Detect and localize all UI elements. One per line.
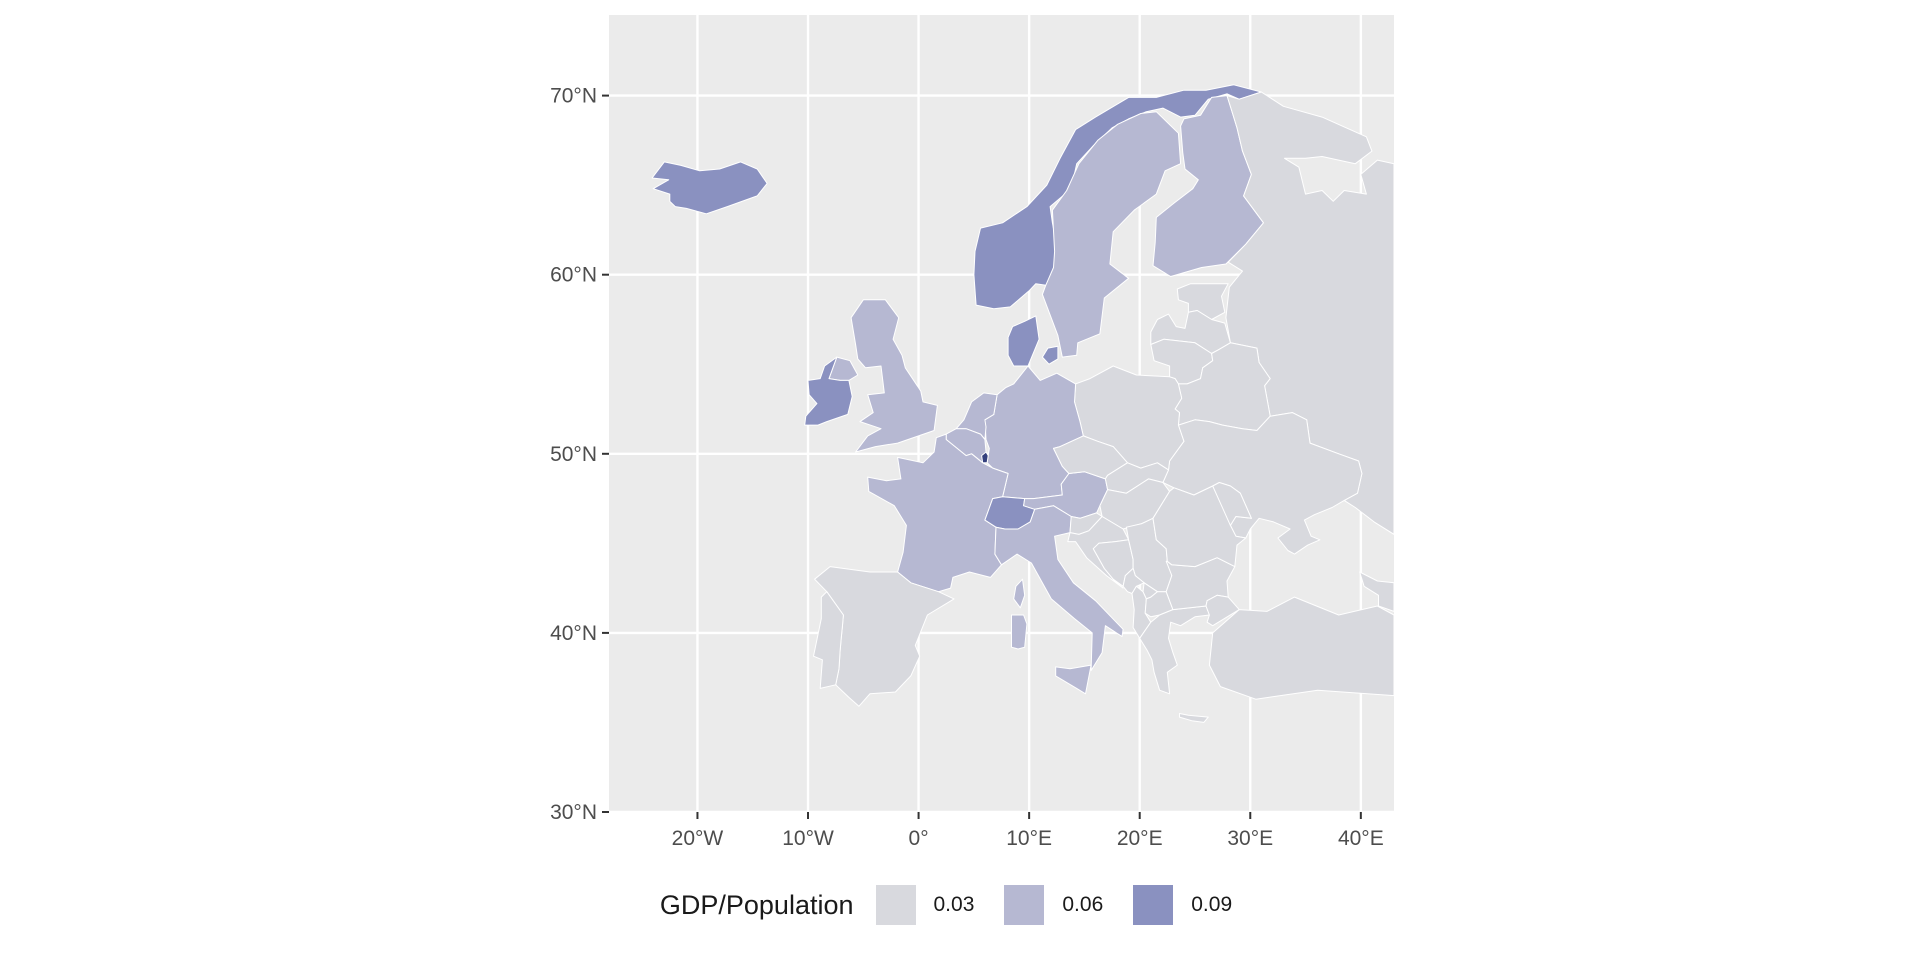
country-corsica: Corsica [1013,578,1026,609]
country-sweden: Sweden [1041,111,1182,358]
country-italy: Italy [994,505,1124,671]
legend-key-low [873,883,918,927]
country-turkey-anatolia: Turkey (Anatolia) [1208,596,1394,700]
legend-item-mid: 0.06 [1002,883,1103,927]
country-ireland: Ireland [804,356,853,426]
legend: GDP/Population 0.03 0.06 0.09 [0,870,1920,940]
country-sicily: Sicily [1055,664,1092,695]
country-layer: IcelandNorwaySwedenFinlandRussiaEstoniaL… [651,84,1394,723]
y-tick-label: 60°N [550,264,597,287]
country-georgia: Georgia [1359,571,1394,612]
legend-title: GDP/Population [659,889,854,920]
y-tick-label: 40°N [550,622,597,645]
y-tick-label: 70°N [550,85,597,108]
country-france: France [867,433,1009,593]
x-tick-label: 10°W [782,827,834,850]
legend-key-high [1131,883,1176,927]
country-crete: Crete [1179,713,1209,723]
legend-label-low: 0.03 [933,893,975,916]
country-denmark: Denmark [1007,315,1040,367]
x-tick-label: 0° [909,827,929,850]
y-tick-label: 50°N [550,443,597,466]
legend-item-low: 0.03 [873,883,975,927]
country-united-kingdom: United Kingdom [850,299,938,453]
x-tick-label: 30°E [1227,827,1273,850]
x-tick-label: 40°E [1338,827,1384,850]
y-axis-latitude: 30°N 40°N 50°N 60°N 70°N [550,85,609,824]
legend-label-high: 0.09 [1191,893,1233,916]
country-iceland: Iceland [651,161,768,215]
x-tick-label: 10°E [1006,827,1052,850]
x-tick-label: 20°E [1117,827,1163,850]
y-tick-label: 30°N [550,801,597,824]
legend-key-mid [1002,883,1047,927]
country-estonia: Estonia [1176,283,1229,320]
legend-label-mid: 0.06 [1062,893,1104,916]
x-axis-longitude: 20°W 10°W 0° 10°E 20°E 30°E 40°E [672,812,1384,850]
country-moldova: Moldova [1212,482,1252,526]
country-zealand: Zealand [1041,345,1059,365]
country-portugal: Portugal [813,591,844,689]
legend-item-high: 0.09 [1131,883,1232,927]
country-sardinia: Sardinia [1011,614,1028,650]
country-luxembourg: Luxembourg [981,451,989,464]
x-tick-label: 20°W [672,827,724,850]
